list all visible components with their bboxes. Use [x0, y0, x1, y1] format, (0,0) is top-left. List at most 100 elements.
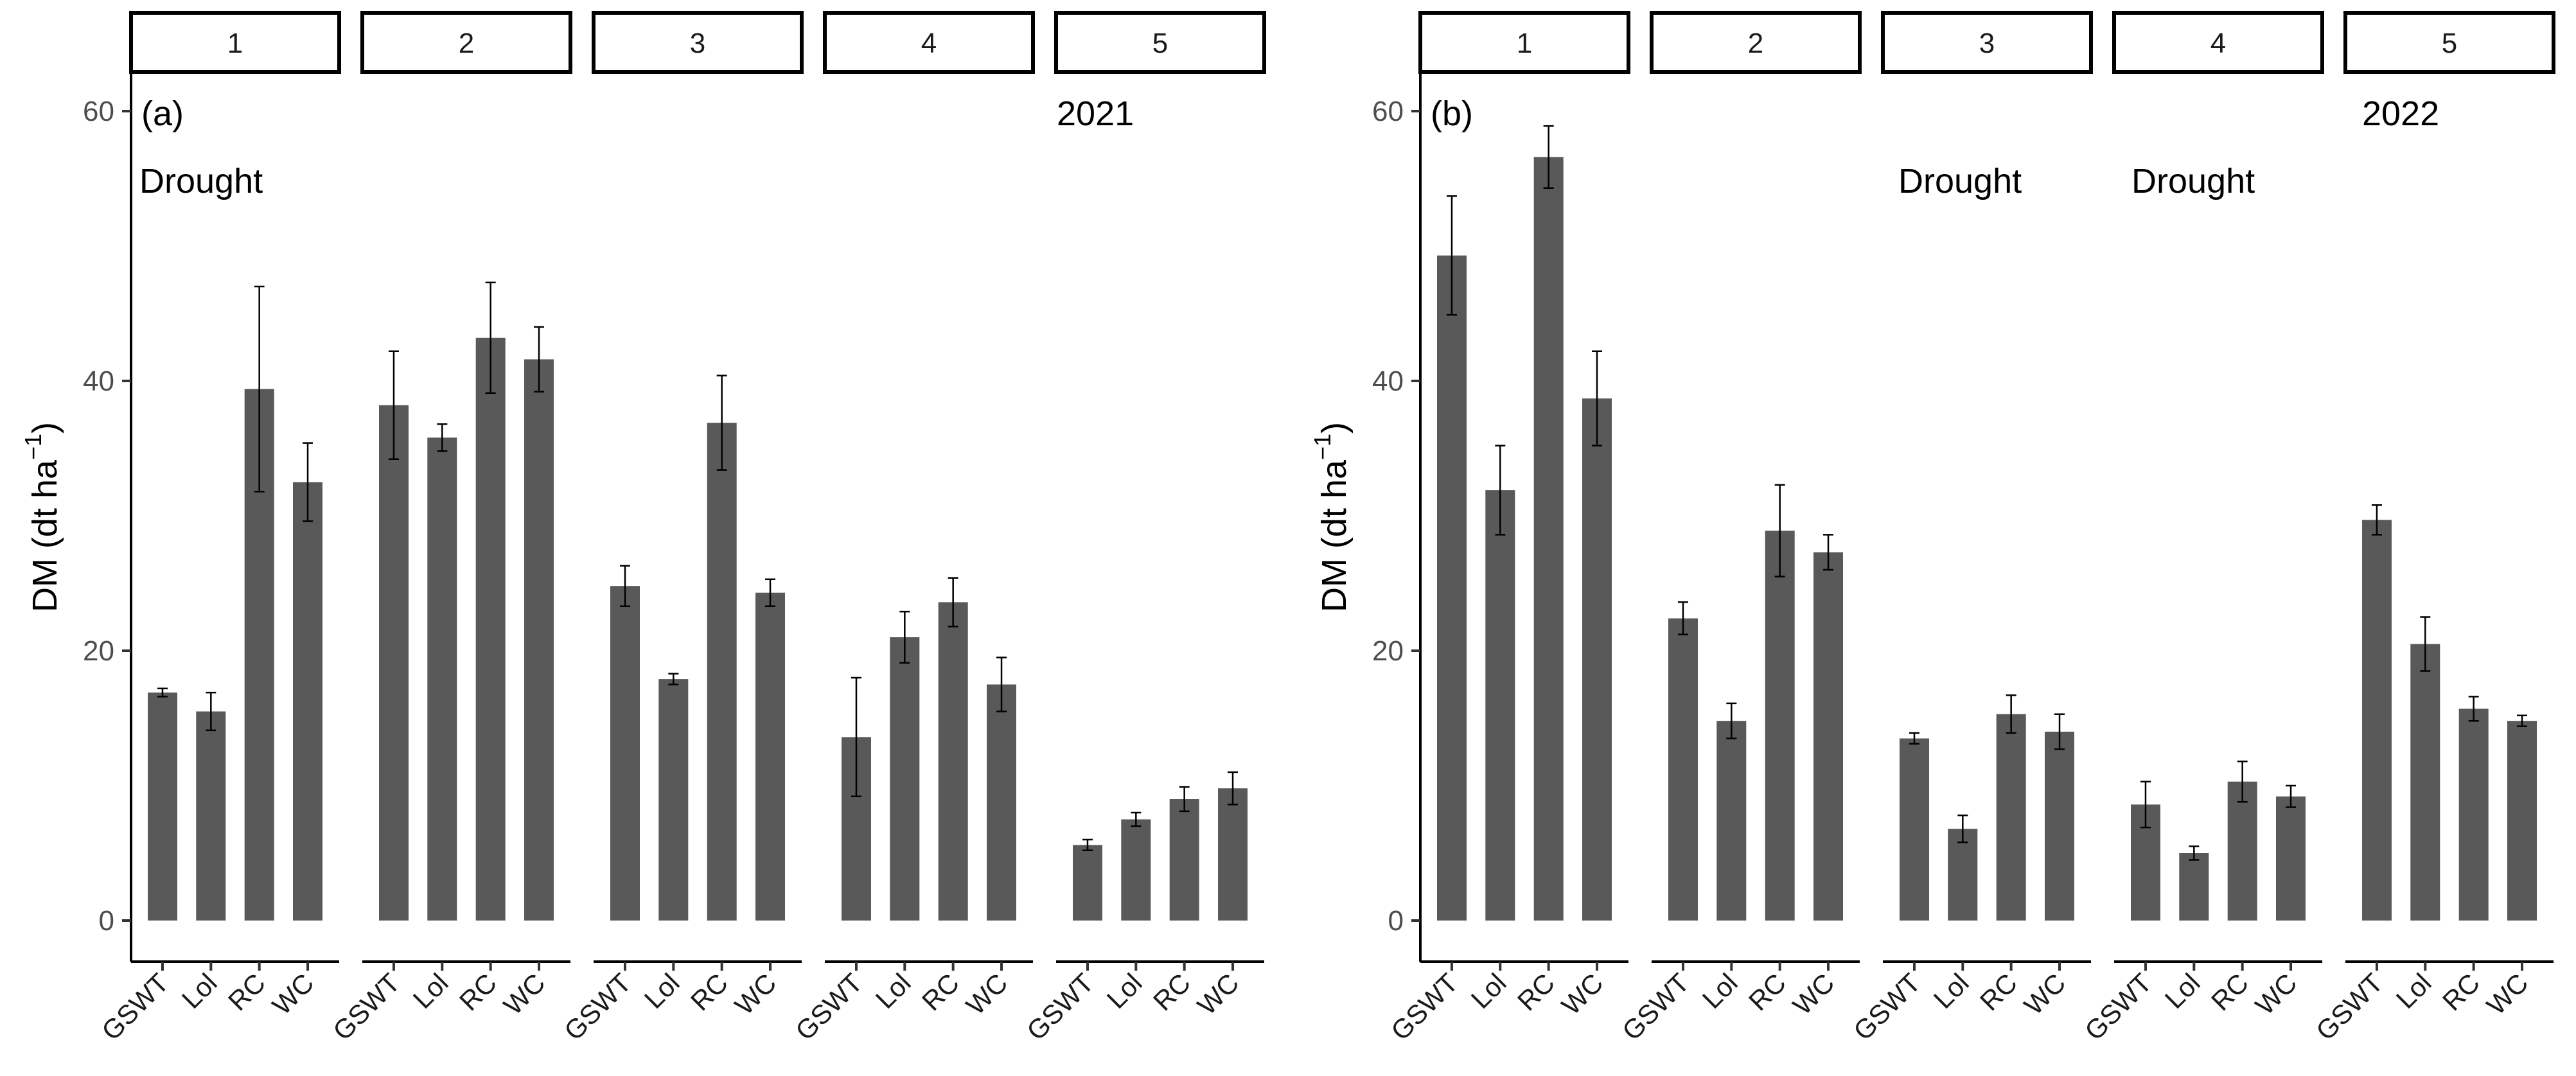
- svg-text:DM (dt ha−1): DM (dt ha−1): [20, 422, 64, 612]
- panel-a-facet-2-lol-bar: [427, 437, 457, 921]
- panel-a-facet-3-rc-xtick-label: RC: [685, 967, 734, 1016]
- panel-b-facet-3-rc-xtick-label: RC: [1974, 967, 2023, 1016]
- panel-a-y-axis: 0 20 40 60 DM (dt ha−1): [20, 72, 132, 962]
- panel-a-bars: [148, 337, 1248, 921]
- panel-a-facet-1-wc-error-bar: [303, 442, 313, 522]
- panel-b-strip-2: [1650, 11, 1862, 74]
- panel-a-facet-4-lol-bar: [890, 637, 920, 921]
- panel-a-facet-5-rc-xtick-label: RC: [1147, 967, 1196, 1016]
- panel-a-strip-2-label: 2: [459, 28, 474, 59]
- panel-b-facet-1-gswt-error-bar: [1446, 195, 1457, 316]
- panel-b-facet-2-gswt-error-bar: [1677, 601, 1688, 636]
- panel-a-facet-2-wc-error-bar: [534, 326, 545, 393]
- panel-b-y-axis-title: DM (dt ha−1): [1309, 422, 1354, 612]
- panel-b-ytick-label-40: 40: [1372, 366, 1404, 397]
- panel-b-facet-1-lol-error-bar: [1495, 445, 1506, 536]
- panel-a-facet-5-rc-bar: [1169, 799, 1199, 921]
- panel-b-facet-3-rc-bar: [1996, 714, 2026, 921]
- panel-a-facet-2-gswt-xtick-label: GSWT: [327, 967, 405, 1046]
- panel-b-facet-2-lol-xtick-label: Lol: [1697, 967, 1743, 1014]
- panel-b-facet-2-rc-error-bar: [1774, 484, 1785, 578]
- panel-a-facet-5-lol-error-bar: [1131, 811, 1142, 827]
- panel-a-facet-1-gswt-bar: [148, 692, 177, 921]
- panel-a-facet-2-gswt-error-bar: [388, 350, 399, 461]
- panel-a-strip-4-label: 4: [921, 28, 937, 59]
- panel-a-facet-2-rc-bar: [475, 337, 506, 921]
- panel-b-facet-1-lol-xtick-label: Lol: [1465, 967, 1512, 1014]
- panel-a-ylabel-close: ): [26, 422, 64, 434]
- panel-a-ytick-label-60: 60: [83, 96, 114, 127]
- panel-b-ytick-label-0: 0: [1388, 905, 1404, 937]
- panel-b-facet-1-rc-error-bar: [1543, 125, 1554, 189]
- panel-a-facet-2-wc-xtick-label: WC: [498, 967, 551, 1021]
- panel-b-facet-3-gswt-xtick-label: GSWT: [1848, 967, 1926, 1046]
- panel-b-strip-3: [1881, 11, 2093, 74]
- panel-b-drought-facet-4: Drought: [2131, 162, 2255, 200]
- panel-b-facet-3-rc-error-bar: [2006, 694, 2016, 734]
- panel-a-facet-2-gswt-bar: [379, 405, 409, 921]
- panel-a-facet-3-lol-error-bar: [668, 673, 679, 685]
- panel-b-facet-3-lol-bar: [1948, 829, 1978, 921]
- panel-a-facet-1-wc-bar: [293, 482, 322, 921]
- panel-b-y-axis: 0 20 40 60 DM (dt ha−1): [1309, 72, 1422, 962]
- panel-b-strip-5-label: 5: [2442, 28, 2457, 59]
- panel-a-ytick-label-40: 40: [83, 366, 114, 397]
- panel-b-facet-3-wc-bar: [2045, 732, 2074, 921]
- panel-b-facet-2-wc-bar: [1813, 552, 1843, 921]
- panel-b-facet-5-wc-bar: [2507, 721, 2537, 921]
- panel-a-facet-1-wc-xtick-label: WC: [267, 967, 320, 1021]
- panel-b: 1 2 3 4 5 0 20 40 60 DM (dt ha−1): [1309, 11, 2555, 1046]
- panel-b-strip-4: [2112, 11, 2324, 74]
- panel-a-strip-3: [592, 11, 804, 74]
- panel-a-facet-3-wc-bar: [755, 592, 785, 921]
- panel-b-facet-4-wc-xtick-label: WC: [2250, 967, 2303, 1021]
- panel-a-facet-2-lol-error-bar: [437, 423, 448, 452]
- panel-b-facet-4-rc-bar: [2227, 781, 2257, 921]
- panel-b-facet-3-wc-error-bar: [2054, 713, 2065, 750]
- panel-b-facet-5-wc-xtick-label: WC: [2481, 967, 2534, 1021]
- panel-b-facet-5-lol-error-bar: [2420, 616, 2431, 672]
- panel-b-facet-4-gswt-xtick-label: GSWT: [2079, 967, 2157, 1046]
- panel-a-facet-4-lol-error-bar: [899, 610, 910, 664]
- panel-a-facet-4-wc-bar: [987, 684, 1016, 921]
- panel-a-facet-3-lol-bar: [658, 679, 689, 921]
- panel-a-facet-3-lol-xtick-label: Lol: [639, 967, 685, 1014]
- panel-a-facet-4-rc-error-bar: [948, 577, 958, 628]
- panel-a-facet-5-lol-bar: [1121, 819, 1151, 921]
- panel-a-facet-4-rc-xtick-label: RC: [916, 967, 965, 1016]
- panel-b-facet-3-lol-xtick-label: Lol: [1928, 967, 1975, 1014]
- panel-a-strip-3-label: 3: [690, 28, 705, 59]
- panel-a-facet-4-wc-xtick-label: WC: [960, 967, 1014, 1021]
- panel-a-strips: 1 2 3 4 5: [129, 11, 1266, 74]
- panel-b-strip-4-label: 4: [2210, 28, 2226, 59]
- panel-b-facet-2-gswt-xtick-label: GSWT: [1616, 967, 1695, 1046]
- panel-b-facet-2-lol-bar: [1716, 721, 1747, 921]
- panel-a-drought-facet-1: Drought: [139, 162, 263, 200]
- panel-a-facet-3-gswt-error-bar: [619, 565, 630, 607]
- panel-b-facet-1-rc-bar: [1533, 157, 1564, 921]
- panel-b-facet-5-lol-bar: [2410, 644, 2440, 921]
- panel-b-facet-5-gswt-xtick-label: GSWT: [2310, 967, 2388, 1046]
- panel-b-facet-2-rc-xtick-label: RC: [1743, 967, 1792, 1016]
- panel-a-strip-2: [360, 11, 572, 74]
- panel-a-facet-2-wc-bar: [524, 359, 554, 921]
- panel-a-y-axis-title: DM (dt ha−1): [20, 422, 64, 612]
- panel-b-facet-4-rc-error-bar: [2237, 760, 2248, 803]
- panel-b-facet-3-wc-xtick-label: WC: [2018, 967, 2072, 1021]
- panel-a-strip-1: [129, 11, 341, 74]
- panel-b-facet-3-gswt-error-bar: [1909, 732, 1919, 745]
- panel-a-label: (a): [141, 94, 184, 133]
- panel-b-facet-2-wc-error-bar: [1823, 534, 1834, 571]
- panel-b-year: 2022: [2362, 94, 2439, 133]
- panel-b-ylabel-main: DM (dt ha: [1315, 459, 1354, 612]
- panel-b-strips: 1 2 3 4 5: [1418, 11, 2555, 74]
- panel-a-facet-5-rc-error-bar: [1179, 786, 1190, 813]
- panel-b-strip-5: [2343, 11, 2555, 74]
- panel-a-facet-1-lol-xtick-label: Lol: [176, 967, 223, 1014]
- panel-a-ytick-label-20: 20: [83, 635, 114, 667]
- panel-a-year: 2021: [1057, 94, 1134, 133]
- panel-b-error-bars: [1446, 125, 2528, 861]
- panel-b-facet-1-gswt-xtick-label: GSWT: [1385, 967, 1463, 1046]
- panel-a-facet-5-lol-xtick-label: Lol: [1101, 967, 1148, 1014]
